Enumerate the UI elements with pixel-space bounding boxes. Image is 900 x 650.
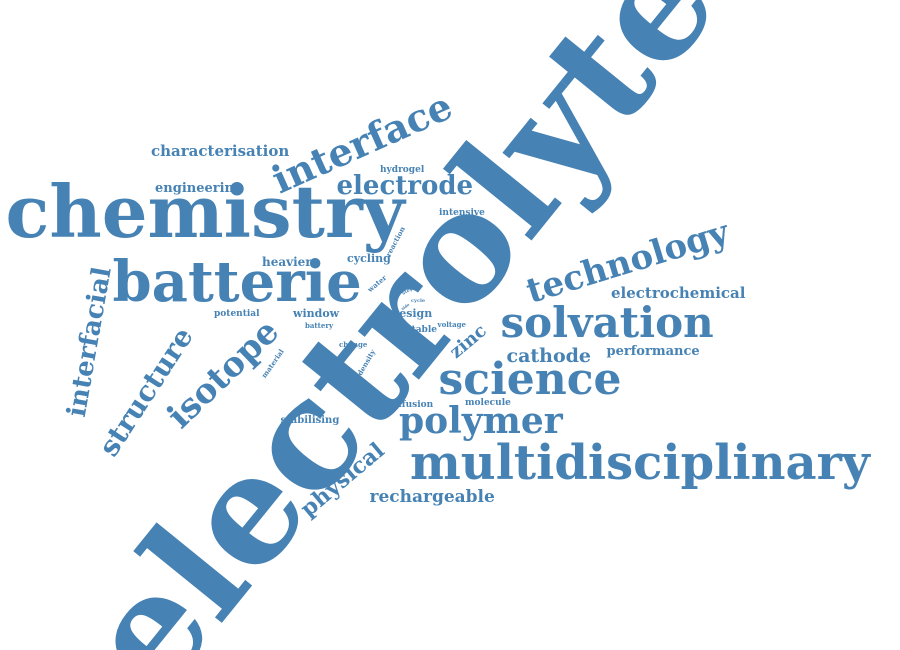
- word-engineering: engineering: [155, 180, 244, 196]
- word-electrochemical: electrochemical: [611, 283, 746, 302]
- word-cycling: cycling: [347, 251, 391, 265]
- word-multidisciplinary: multidisciplinary: [410, 435, 870, 491]
- word-science: science: [438, 354, 622, 405]
- word-diffusion: diffusion: [388, 399, 434, 410]
- word-rechargeable: rechargeable: [369, 486, 495, 507]
- word-interfacial: interfacial: [61, 264, 118, 420]
- word-characterisation: characterisation: [151, 141, 290, 160]
- word-stable: stable: [406, 324, 438, 335]
- word-molecule: molecule: [465, 397, 511, 408]
- word-potential: potential: [214, 308, 260, 319]
- word-chemistry: chemistry: [5, 169, 405, 254]
- word-voltage: voltage: [437, 319, 467, 329]
- word-batterie: batterie: [112, 249, 362, 315]
- word-intensive: intensive: [439, 207, 485, 218]
- word-cathode: cathode: [506, 344, 592, 367]
- word-polymer: polymer: [399, 400, 563, 442]
- word-performance: performance: [606, 343, 700, 359]
- word-solvation: solvation: [500, 298, 714, 347]
- word-change: change: [339, 339, 368, 349]
- word-electrode: electrode: [336, 171, 474, 201]
- word-stabilising: stabilising: [280, 415, 340, 426]
- word-battery: battery: [305, 320, 334, 330]
- word-cycle: cycle: [411, 297, 426, 304]
- word-hydrogel: hydrogel: [380, 164, 425, 175]
- word-design: design: [391, 306, 433, 320]
- word-window: window: [293, 306, 340, 320]
- word-heavier: heavier: [262, 255, 312, 269]
